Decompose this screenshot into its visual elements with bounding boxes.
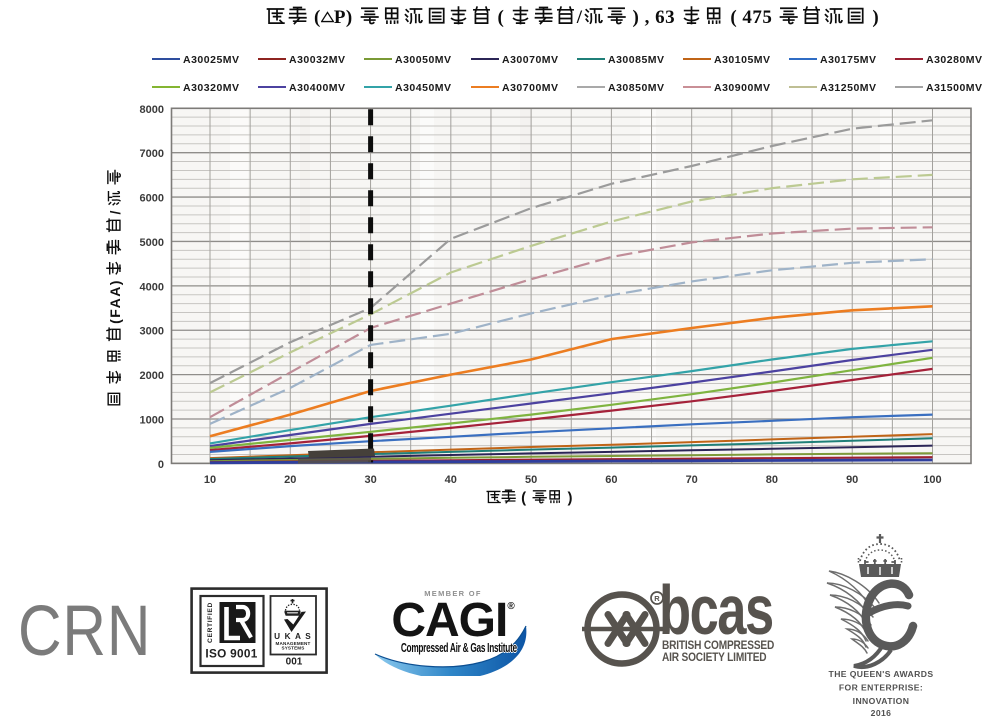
- svg-text:3000: 3000: [140, 326, 164, 338]
- svg-text:U K A S: U K A S: [274, 632, 312, 641]
- svg-text:SYSTEMS: SYSTEMS: [281, 646, 304, 651]
- svg-text:FOR ENTERPRISE:: FOR ENTERPRISE:: [839, 683, 923, 693]
- svg-text:30: 30: [364, 474, 376, 486]
- svg-text:7000: 7000: [140, 148, 164, 160]
- svg-text:50: 50: [525, 474, 537, 486]
- svg-text:ISO 9001: ISO 9001: [205, 647, 257, 661]
- svg-text:100: 100: [923, 474, 941, 486]
- svg-text:THE QUEEN'S AWARDS: THE QUEEN'S AWARDS: [829, 669, 934, 679]
- svg-text:R: R: [654, 594, 660, 603]
- svg-text:001: 001: [286, 657, 303, 668]
- svg-text:4000: 4000: [140, 281, 164, 293]
- svg-text:80: 80: [766, 474, 778, 486]
- svg-text:2000: 2000: [140, 370, 164, 382]
- svg-text:60: 60: [605, 474, 617, 486]
- svg-text:10: 10: [204, 474, 216, 486]
- svg-text:2016: 2016: [871, 708, 892, 718]
- svg-text:90: 90: [846, 474, 858, 486]
- svg-text:INNOVATION: INNOVATION: [853, 696, 910, 706]
- svg-text:MANAGEMENT: MANAGEMENT: [276, 641, 311, 646]
- svg-text:CERTIFIED: CERTIFIED: [207, 602, 214, 643]
- svg-text:70: 70: [686, 474, 698, 486]
- svg-text:20: 20: [284, 474, 296, 486]
- svg-text:6000: 6000: [140, 193, 164, 205]
- svg-text:5000: 5000: [140, 237, 164, 249]
- svg-text:8000: 8000: [140, 104, 164, 116]
- svg-text:40: 40: [445, 474, 457, 486]
- svg-text:1000: 1000: [140, 415, 164, 427]
- svg-text:0: 0: [158, 459, 164, 471]
